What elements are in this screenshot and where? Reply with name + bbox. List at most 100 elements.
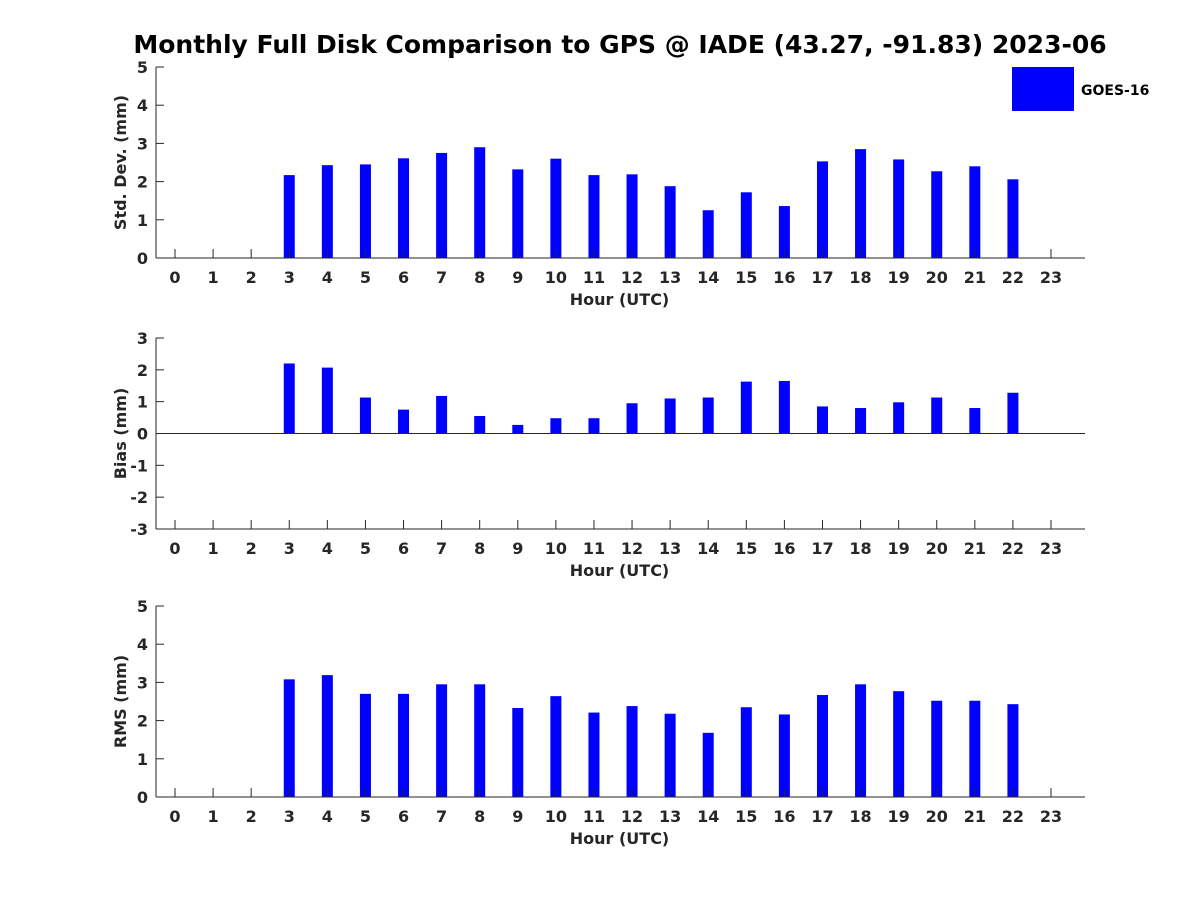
x-tick-label-p3-18: 18 (849, 807, 871, 826)
bar-p2-h15 (740, 381, 752, 434)
y-tick-label-p3-2: 2 (137, 712, 148, 731)
x-tick-label-p3-22: 22 (1002, 807, 1024, 826)
x-axis-label-p1: Hour (UTC) (570, 290, 670, 309)
bar-p1-h8 (474, 147, 486, 258)
bar-p3-h18 (855, 684, 867, 797)
bar-p1-h3 (283, 175, 295, 258)
legend-swatch (1012, 67, 1074, 111)
y-tick-label-p2--3: -3 (130, 520, 148, 539)
x-tick-label-p1-23: 23 (1040, 268, 1062, 287)
x-axis-label-p2: Hour (UTC) (570, 561, 670, 580)
bar-p3-h9 (512, 707, 524, 797)
y-tick-label-p1-5: 5 (137, 58, 148, 77)
x-tick-label-p1-6: 6 (398, 268, 409, 287)
bar-p3-h14 (702, 732, 714, 797)
x-tick-label-p2-2: 2 (246, 539, 257, 558)
x-tick-label-p1-21: 21 (964, 268, 986, 287)
bar-p2-h7 (436, 395, 448, 434)
y-tick-label-p2--1: -1 (130, 456, 148, 475)
x-tick-label-p3-17: 17 (811, 807, 833, 826)
x-tick-label-p1-0: 0 (169, 268, 180, 287)
x-tick-label-p3-6: 6 (398, 807, 409, 826)
bar-p3-h17 (816, 695, 828, 797)
bar-p3-h15 (740, 707, 752, 797)
x-tick-label-p2-16: 16 (773, 539, 795, 558)
bar-p2-h5 (359, 397, 371, 434)
y-tick-label-p1-0: 0 (137, 249, 148, 268)
x-tick-label-p1-18: 18 (849, 268, 871, 287)
x-tick-label-p2-14: 14 (697, 539, 719, 558)
x-tick-label-p3-11: 11 (583, 807, 605, 826)
x-tick-label-p3-21: 21 (964, 807, 986, 826)
x-tick-label-p1-2: 2 (246, 268, 257, 287)
bar-p1-h5 (359, 164, 371, 258)
x-tick-label-p3-16: 16 (773, 807, 795, 826)
bar-p3-h4 (321, 675, 333, 797)
y-tick-label-p2-2: 2 (137, 361, 148, 380)
x-tick-label-p1-10: 10 (545, 268, 567, 287)
y-tick-label-p1-2: 2 (137, 173, 148, 192)
x-tick-label-p3-9: 9 (512, 807, 523, 826)
x-tick-label-p1-1: 1 (208, 268, 219, 287)
bar-p3-h19 (893, 691, 905, 797)
x-tick-label-p1-17: 17 (811, 268, 833, 287)
y-tick-label-p1-1: 1 (137, 211, 148, 230)
bar-p2-h10 (550, 418, 562, 434)
x-tick-label-p3-2: 2 (246, 807, 257, 826)
bar-p1-h9 (512, 169, 524, 258)
x-tick-label-p1-12: 12 (621, 268, 643, 287)
bar-p1-h16 (778, 206, 790, 258)
x-axis-label-p3: Hour (UTC) (570, 829, 670, 848)
x-tick-label-p2-13: 13 (659, 539, 681, 558)
bar-p2-h4 (321, 367, 333, 434)
bar-p1-h10 (550, 158, 562, 258)
x-tick-label-p1-19: 19 (888, 268, 910, 287)
y-axis-label-p3: RMS (mm) (111, 655, 130, 748)
bar-p2-h16 (778, 380, 790, 434)
chart-title: Monthly Full Disk Comparison to GPS @ IA… (133, 30, 1107, 59)
x-tick-label-p2-7: 7 (436, 539, 447, 558)
bar-p2-h14 (702, 397, 714, 434)
x-tick-label-p3-15: 15 (735, 807, 757, 826)
bar-p2-h17 (816, 406, 828, 434)
bar-p2-h19 (893, 402, 905, 434)
x-tick-label-p3-23: 23 (1040, 807, 1062, 826)
x-tick-label-p3-1: 1 (208, 807, 219, 826)
x-tick-label-p1-4: 4 (322, 268, 333, 287)
x-tick-label-p3-4: 4 (322, 807, 333, 826)
x-tick-label-p2-19: 19 (888, 539, 910, 558)
x-tick-label-p3-0: 0 (169, 807, 180, 826)
bar-p1-h12 (626, 174, 638, 258)
x-tick-label-p2-17: 17 (811, 539, 833, 558)
bar-p1-h19 (893, 159, 905, 258)
bar-p1-h7 (436, 152, 448, 258)
x-tick-label-p3-5: 5 (360, 807, 371, 826)
y-tick-label-p2--2: -2 (130, 488, 148, 507)
bar-p1-h4 (321, 165, 333, 258)
y-tick-label-p2-3: 3 (137, 329, 148, 348)
bar-p2-h22 (1007, 392, 1019, 434)
bar-p2-h21 (969, 408, 981, 434)
bar-p1-h15 (740, 192, 752, 258)
x-tick-label-p2-22: 22 (1002, 539, 1024, 558)
x-tick-label-p3-8: 8 (474, 807, 485, 826)
y-tick-label-p3-4: 4 (137, 635, 148, 654)
bar-p1-h20 (931, 171, 943, 258)
x-tick-label-p3-13: 13 (659, 807, 681, 826)
x-tick-label-p1-3: 3 (284, 268, 295, 287)
bar-p3-h3 (283, 679, 295, 797)
x-tick-label-p2-8: 8 (474, 539, 485, 558)
x-tick-label-p3-20: 20 (926, 807, 948, 826)
x-tick-label-p1-7: 7 (436, 268, 447, 287)
legend-label: GOES-16 (1081, 83, 1149, 99)
x-tick-label-p3-7: 7 (436, 807, 447, 826)
x-tick-label-p2-9: 9 (512, 539, 523, 558)
x-tick-label-p1-15: 15 (735, 268, 757, 287)
bar-p1-h14 (702, 210, 714, 258)
y-axis-label-p1: Std. Dev. (mm) (111, 95, 130, 230)
x-tick-label-p1-14: 14 (697, 268, 719, 287)
x-tick-label-p2-5: 5 (360, 539, 371, 558)
bar-p1-h17 (816, 161, 828, 258)
bar-p3-h13 (664, 713, 676, 797)
bar-p3-h20 (931, 700, 943, 797)
